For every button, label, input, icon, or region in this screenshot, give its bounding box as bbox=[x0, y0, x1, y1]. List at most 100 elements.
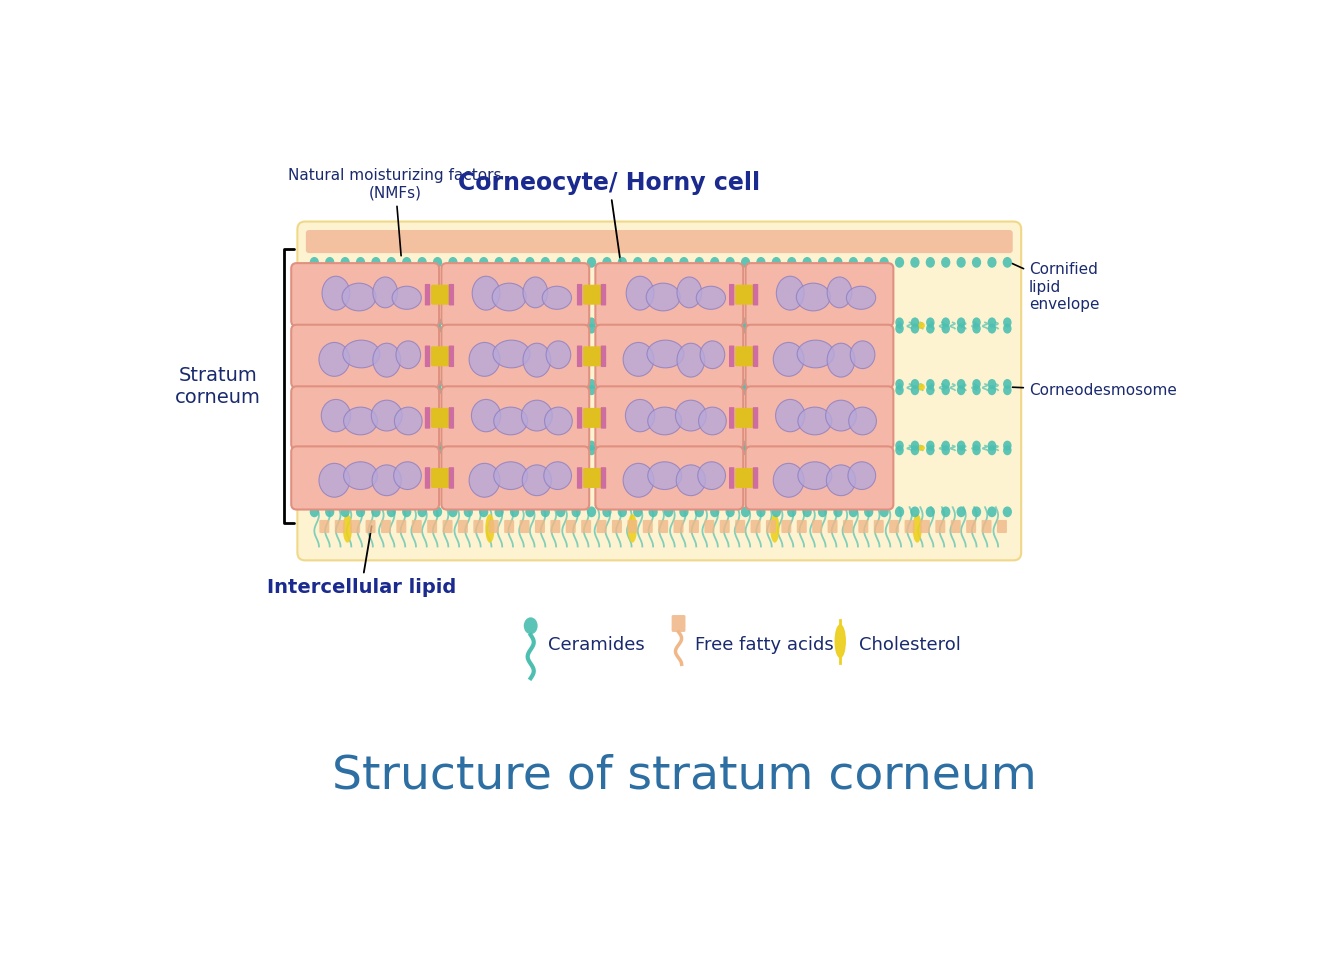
Ellipse shape bbox=[787, 318, 796, 327]
Ellipse shape bbox=[741, 445, 749, 456]
Ellipse shape bbox=[834, 257, 843, 268]
Ellipse shape bbox=[588, 385, 596, 395]
Ellipse shape bbox=[449, 507, 457, 517]
Ellipse shape bbox=[341, 445, 350, 456]
FancyBboxPatch shape bbox=[425, 407, 430, 428]
FancyBboxPatch shape bbox=[729, 467, 735, 489]
Ellipse shape bbox=[341, 257, 350, 268]
Ellipse shape bbox=[341, 441, 350, 451]
Ellipse shape bbox=[521, 400, 552, 431]
Ellipse shape bbox=[803, 441, 811, 451]
FancyBboxPatch shape bbox=[689, 520, 699, 533]
Ellipse shape bbox=[1003, 385, 1011, 395]
Ellipse shape bbox=[387, 379, 395, 389]
Ellipse shape bbox=[542, 286, 572, 310]
Ellipse shape bbox=[787, 323, 796, 333]
Ellipse shape bbox=[850, 445, 858, 456]
Ellipse shape bbox=[341, 379, 350, 389]
Ellipse shape bbox=[741, 257, 749, 268]
Ellipse shape bbox=[834, 379, 842, 389]
Ellipse shape bbox=[357, 323, 365, 333]
Ellipse shape bbox=[850, 323, 858, 333]
Ellipse shape bbox=[433, 323, 442, 333]
Ellipse shape bbox=[494, 323, 504, 333]
FancyBboxPatch shape bbox=[577, 407, 582, 428]
Ellipse shape bbox=[835, 625, 846, 658]
FancyBboxPatch shape bbox=[596, 447, 743, 510]
Text: Cholesterol: Cholesterol bbox=[859, 636, 961, 654]
Ellipse shape bbox=[756, 385, 766, 395]
Ellipse shape bbox=[772, 385, 780, 395]
FancyBboxPatch shape bbox=[411, 520, 422, 533]
Ellipse shape bbox=[449, 441, 457, 451]
FancyBboxPatch shape bbox=[601, 346, 607, 368]
Ellipse shape bbox=[918, 383, 925, 391]
Ellipse shape bbox=[522, 343, 550, 377]
Ellipse shape bbox=[572, 441, 580, 451]
Ellipse shape bbox=[818, 323, 827, 333]
FancyBboxPatch shape bbox=[997, 520, 1007, 533]
Ellipse shape bbox=[347, 445, 355, 451]
Ellipse shape bbox=[464, 385, 473, 395]
Ellipse shape bbox=[971, 257, 981, 268]
Ellipse shape bbox=[827, 277, 852, 308]
FancyBboxPatch shape bbox=[381, 520, 391, 533]
Ellipse shape bbox=[973, 318, 981, 327]
Ellipse shape bbox=[926, 507, 935, 517]
Ellipse shape bbox=[525, 323, 534, 333]
Ellipse shape bbox=[677, 343, 704, 377]
Ellipse shape bbox=[322, 276, 350, 310]
Ellipse shape bbox=[1003, 257, 1011, 268]
FancyBboxPatch shape bbox=[581, 520, 591, 533]
Ellipse shape bbox=[957, 257, 966, 268]
FancyBboxPatch shape bbox=[729, 407, 735, 428]
Ellipse shape bbox=[803, 385, 811, 395]
Ellipse shape bbox=[679, 257, 688, 268]
Ellipse shape bbox=[633, 445, 643, 456]
Ellipse shape bbox=[485, 514, 494, 543]
Ellipse shape bbox=[341, 385, 350, 395]
Ellipse shape bbox=[347, 322, 355, 329]
Ellipse shape bbox=[741, 379, 749, 389]
Ellipse shape bbox=[987, 445, 997, 456]
FancyBboxPatch shape bbox=[966, 520, 977, 533]
Ellipse shape bbox=[798, 462, 832, 490]
Ellipse shape bbox=[850, 379, 858, 389]
Ellipse shape bbox=[619, 379, 627, 389]
Ellipse shape bbox=[623, 464, 653, 497]
Ellipse shape bbox=[918, 445, 925, 451]
Ellipse shape bbox=[827, 465, 855, 496]
Ellipse shape bbox=[826, 400, 856, 431]
Ellipse shape bbox=[449, 257, 457, 268]
Ellipse shape bbox=[310, 385, 318, 395]
FancyBboxPatch shape bbox=[754, 467, 759, 489]
Ellipse shape bbox=[433, 257, 442, 268]
Ellipse shape bbox=[818, 379, 827, 389]
Ellipse shape bbox=[648, 462, 681, 490]
Ellipse shape bbox=[603, 257, 612, 268]
Text: Corneodesmosome: Corneodesmosome bbox=[1013, 383, 1177, 399]
Ellipse shape bbox=[1003, 507, 1011, 517]
Ellipse shape bbox=[695, 441, 704, 451]
Ellipse shape bbox=[490, 322, 497, 329]
Ellipse shape bbox=[847, 286, 875, 310]
Ellipse shape bbox=[464, 445, 473, 456]
Ellipse shape bbox=[880, 318, 888, 327]
Text: Ceramides: Ceramides bbox=[548, 636, 644, 654]
Ellipse shape bbox=[525, 257, 534, 268]
Ellipse shape bbox=[371, 441, 381, 451]
Ellipse shape bbox=[628, 514, 637, 543]
Ellipse shape bbox=[464, 257, 473, 268]
Ellipse shape bbox=[343, 462, 378, 490]
Ellipse shape bbox=[371, 323, 381, 333]
FancyBboxPatch shape bbox=[643, 520, 653, 533]
Ellipse shape bbox=[741, 323, 749, 333]
Ellipse shape bbox=[649, 385, 657, 395]
Ellipse shape bbox=[647, 340, 684, 368]
Ellipse shape bbox=[973, 441, 981, 451]
FancyBboxPatch shape bbox=[735, 408, 754, 428]
Ellipse shape bbox=[387, 318, 395, 327]
Ellipse shape bbox=[541, 257, 550, 268]
Ellipse shape bbox=[880, 385, 888, 395]
Ellipse shape bbox=[971, 507, 981, 517]
